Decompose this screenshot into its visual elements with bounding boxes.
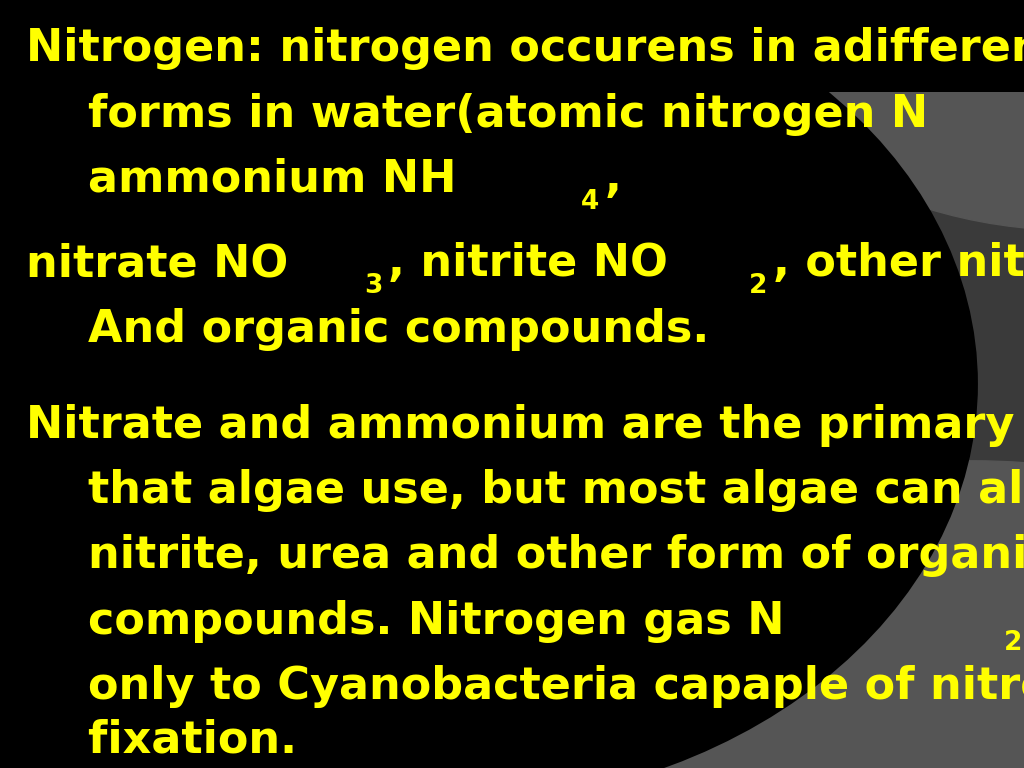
Text: 3: 3: [364, 273, 382, 300]
Text: , nitrite NO: , nitrite NO: [388, 243, 668, 286]
Text: only to Cyanobacteria capaple of nitrogen: only to Cyanobacteria capaple of nitroge…: [26, 665, 1024, 708]
Ellipse shape: [0, 0, 978, 768]
Text: ,: ,: [604, 158, 622, 201]
Text: compounds. Nitrogen gas N: compounds. Nitrogen gas N: [26, 600, 784, 643]
Text: 2: 2: [1005, 631, 1023, 657]
Text: nitrate NO: nitrate NO: [26, 243, 288, 286]
Text: And organic compounds.: And organic compounds.: [26, 308, 709, 351]
Text: 2: 2: [749, 273, 767, 300]
Bar: [0, 0, 440, 768]
Text: nitrite, urea and other form of organic: nitrite, urea and other form of organic: [26, 535, 1024, 578]
Text: , other nitrogen oxides,: , other nitrogen oxides,: [772, 243, 1024, 286]
Text: ammonium NH: ammonium NH: [26, 158, 456, 201]
Text: forms in water(atomic nitrogen N: forms in water(atomic nitrogen N: [26, 93, 928, 136]
Bar: [0, 0, 430, 768]
Text: that algae use, but most algae can also: that algae use, but most algae can also: [26, 469, 1024, 512]
Text: Nitrogen: nitrogen occurens in adifferent: Nitrogen: nitrogen occurens in adifferen…: [26, 28, 1024, 71]
Circle shape: [686, 0, 1024, 230]
Text: Nitrate and ammonium are the primary forms: Nitrate and ammonium are the primary for…: [26, 404, 1024, 447]
Ellipse shape: [0, 0, 952, 768]
Text: 4: 4: [581, 189, 599, 215]
Bar: [0, 0, 1024, 92]
Circle shape: [440, 461, 1024, 768]
Text: fixation.: fixation.: [26, 719, 297, 762]
